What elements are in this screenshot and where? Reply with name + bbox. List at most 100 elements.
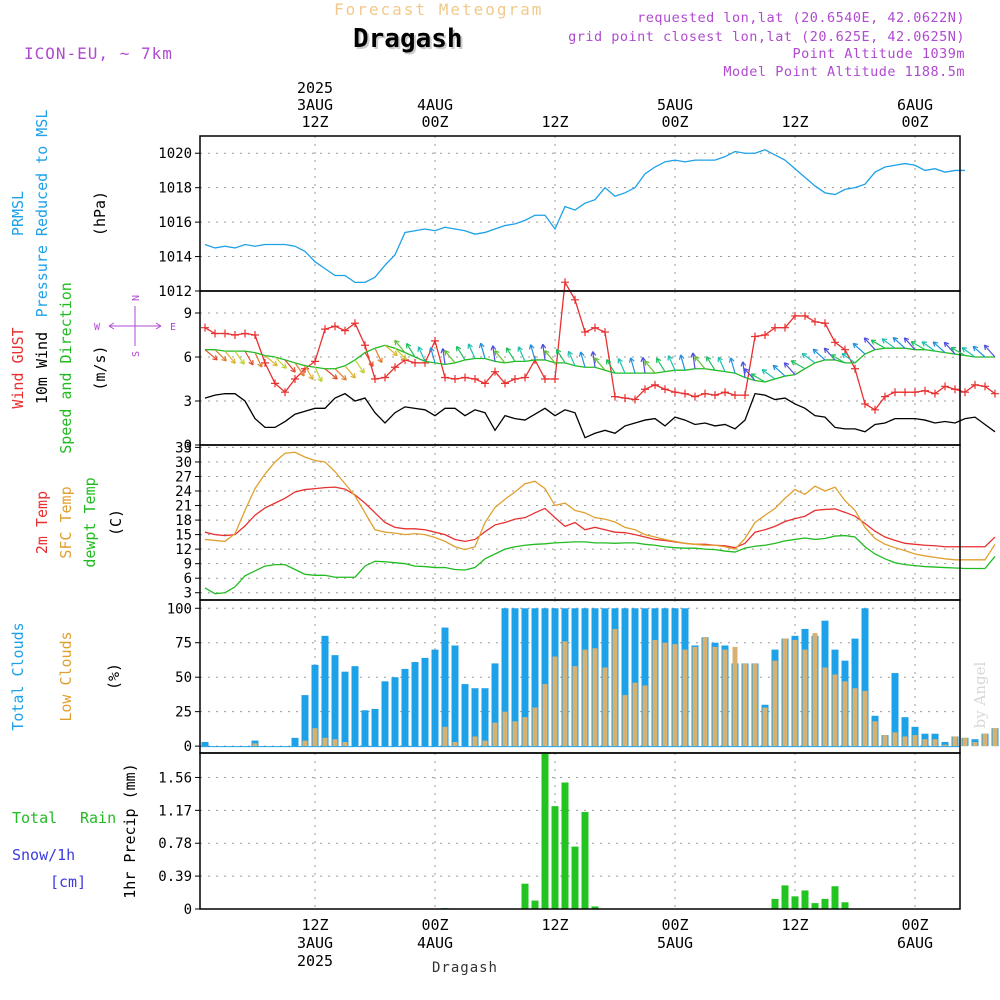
wind-wind-gust-marker — [281, 388, 289, 397]
wind-wind-gust-marker — [651, 380, 659, 389]
pressure-ytick-label: 1014 — [158, 250, 192, 266]
wind-direction-arrow — [772, 364, 786, 377]
wind-direction-arrow — [750, 373, 766, 383]
wind-direction-arrow — [761, 368, 776, 380]
clouds-low-clouds-bar — [322, 737, 328, 747]
wind-wind-gust-marker — [561, 278, 569, 287]
pressure-side-label: Pressure Reduced to MSL — [33, 110, 51, 318]
clouds-total-clouds-bar — [471, 688, 479, 747]
clouds-low-clouds-bar — [722, 649, 728, 747]
clouds-low-clouds-bar — [682, 649, 688, 747]
wind-wind-gust-marker — [571, 295, 579, 304]
clouds-low-clouds-bar — [902, 736, 908, 747]
wind-10m-wind-line — [204, 392, 996, 439]
temperature-ytick-label: 15 — [175, 528, 192, 544]
precip-side-label: Snow/1h — [12, 846, 75, 864]
wind-wind-gust-marker — [371, 375, 379, 383]
clouds-total-clouds-bar — [631, 608, 639, 747]
bottom-time-label: 12Z — [781, 916, 808, 934]
wind-direction-arrow — [394, 347, 407, 361]
wind-direction-arrow — [444, 350, 456, 364]
clouds-total-clouds-bar — [461, 684, 469, 747]
clouds-low-clouds-bar — [672, 644, 678, 747]
wind-direction-arrow — [628, 357, 636, 374]
wind-wind-gust-marker — [731, 391, 739, 400]
clouds-low-clouds-bar — [802, 649, 808, 747]
clouds-low-clouds-bar — [882, 735, 888, 747]
wind-direction-arrow — [972, 345, 986, 358]
wind-wind-gust-marker — [881, 392, 889, 401]
temperature-side-label: SFC Temp — [57, 486, 75, 558]
wind-wind-gust-marker — [701, 389, 709, 398]
compass-south-label: S — [131, 351, 142, 357]
clouds-total-clouds-bar — [641, 608, 649, 747]
wind-wind-gust-marker — [591, 323, 599, 332]
clouds-total-clouds-bar — [311, 664, 319, 747]
pressure-unit-label: (hPa) — [91, 191, 109, 236]
wind-wind-gust-marker — [451, 375, 459, 383]
clouds-low-clouds-bar — [732, 646, 738, 747]
temperature-side-label: dewpt Temp — [81, 477, 99, 567]
clouds-low-clouds-bar — [632, 682, 638, 747]
clouds-low-clouds-bar — [522, 717, 528, 747]
clouds-low-clouds-bar — [742, 663, 748, 747]
clouds-total-clouds-bar — [401, 668, 409, 747]
precip-panel-frame — [199, 752, 961, 910]
wind-wind-gust-marker — [801, 311, 809, 320]
precip-rain-bar — [811, 903, 819, 909]
wind-direction-arrow — [544, 350, 556, 364]
pressure-ytick-label: 1016 — [158, 215, 192, 231]
clouds-low-clouds-bar — [972, 741, 978, 747]
wind-direction-arrow — [244, 350, 254, 366]
temperature-ytick-label: 30 — [175, 455, 192, 471]
precip-rain-bar — [801, 890, 809, 909]
temperature-ytick-label: 21 — [175, 499, 192, 515]
wind-direction-arrow — [478, 342, 486, 359]
pressure-side-label: PRMSL — [9, 191, 27, 236]
clouds-low-clouds-bar — [612, 628, 618, 747]
clouds-low-clouds-bar — [572, 666, 578, 747]
precip-ytick-label: 1.17 — [158, 803, 192, 819]
clouds-total-clouds-bar — [941, 741, 949, 747]
wind-wind-gust-marker — [471, 375, 479, 383]
bottom-time-label: 12Z — [541, 916, 568, 934]
wind-direction-arrow — [394, 339, 406, 353]
wind-ytick-label: 0 — [184, 438, 192, 454]
wind-direction-arrow — [204, 349, 218, 361]
wind-direction-arrow — [694, 355, 706, 370]
precip-side-label: [cm] — [50, 873, 86, 891]
wind-wind-gust-marker — [741, 391, 749, 400]
wind-direction-arrow — [578, 351, 586, 368]
precip-ytick-label: 0 — [184, 902, 192, 918]
top-time-label: 12Z — [781, 113, 808, 131]
wind-wind-gust-marker — [931, 389, 939, 398]
wind-wind-gust-marker — [511, 375, 519, 383]
precip-rain-bar — [571, 846, 579, 909]
precip-rain-bar — [821, 898, 829, 909]
wind-direction-arrow — [540, 343, 547, 361]
wind-direction-arrow — [304, 365, 314, 381]
wind-direction-arrow — [863, 337, 876, 351]
clouds-low-clouds-bar — [842, 681, 848, 747]
wind-ytick-label: 3 — [184, 394, 192, 410]
wind-wind-gust-marker — [501, 379, 509, 388]
wind-wind-gust-marker — [441, 373, 449, 382]
clouds-low-clouds-bar — [752, 663, 758, 747]
wind-wind-gust-marker — [901, 388, 909, 397]
precip-rain-bar — [521, 883, 529, 909]
clouds-low-clouds-bar — [442, 726, 448, 747]
clouds-total-clouds-bar — [521, 608, 529, 747]
top-time-label: 00Z — [661, 113, 688, 131]
wind-wind-gust-marker — [341, 326, 349, 335]
wind-direction-arrow — [314, 367, 323, 383]
wind-ytick-label: 9 — [184, 306, 192, 322]
precip-ytick-label: 0.78 — [158, 836, 192, 852]
model-point-altitude: Model Point Altitude 1188.5m — [723, 64, 965, 80]
precip-side-label: Total — [12, 809, 57, 827]
clouds-total-clouds-bar — [351, 666, 359, 747]
wind-direction-arrow — [214, 349, 227, 362]
clouds-low-clouds-bar — [712, 646, 718, 747]
top-time-label: 12Z — [541, 113, 568, 131]
bottom-time-label: 12Z — [301, 916, 328, 934]
clouds-low-clouds-bar — [492, 722, 498, 747]
